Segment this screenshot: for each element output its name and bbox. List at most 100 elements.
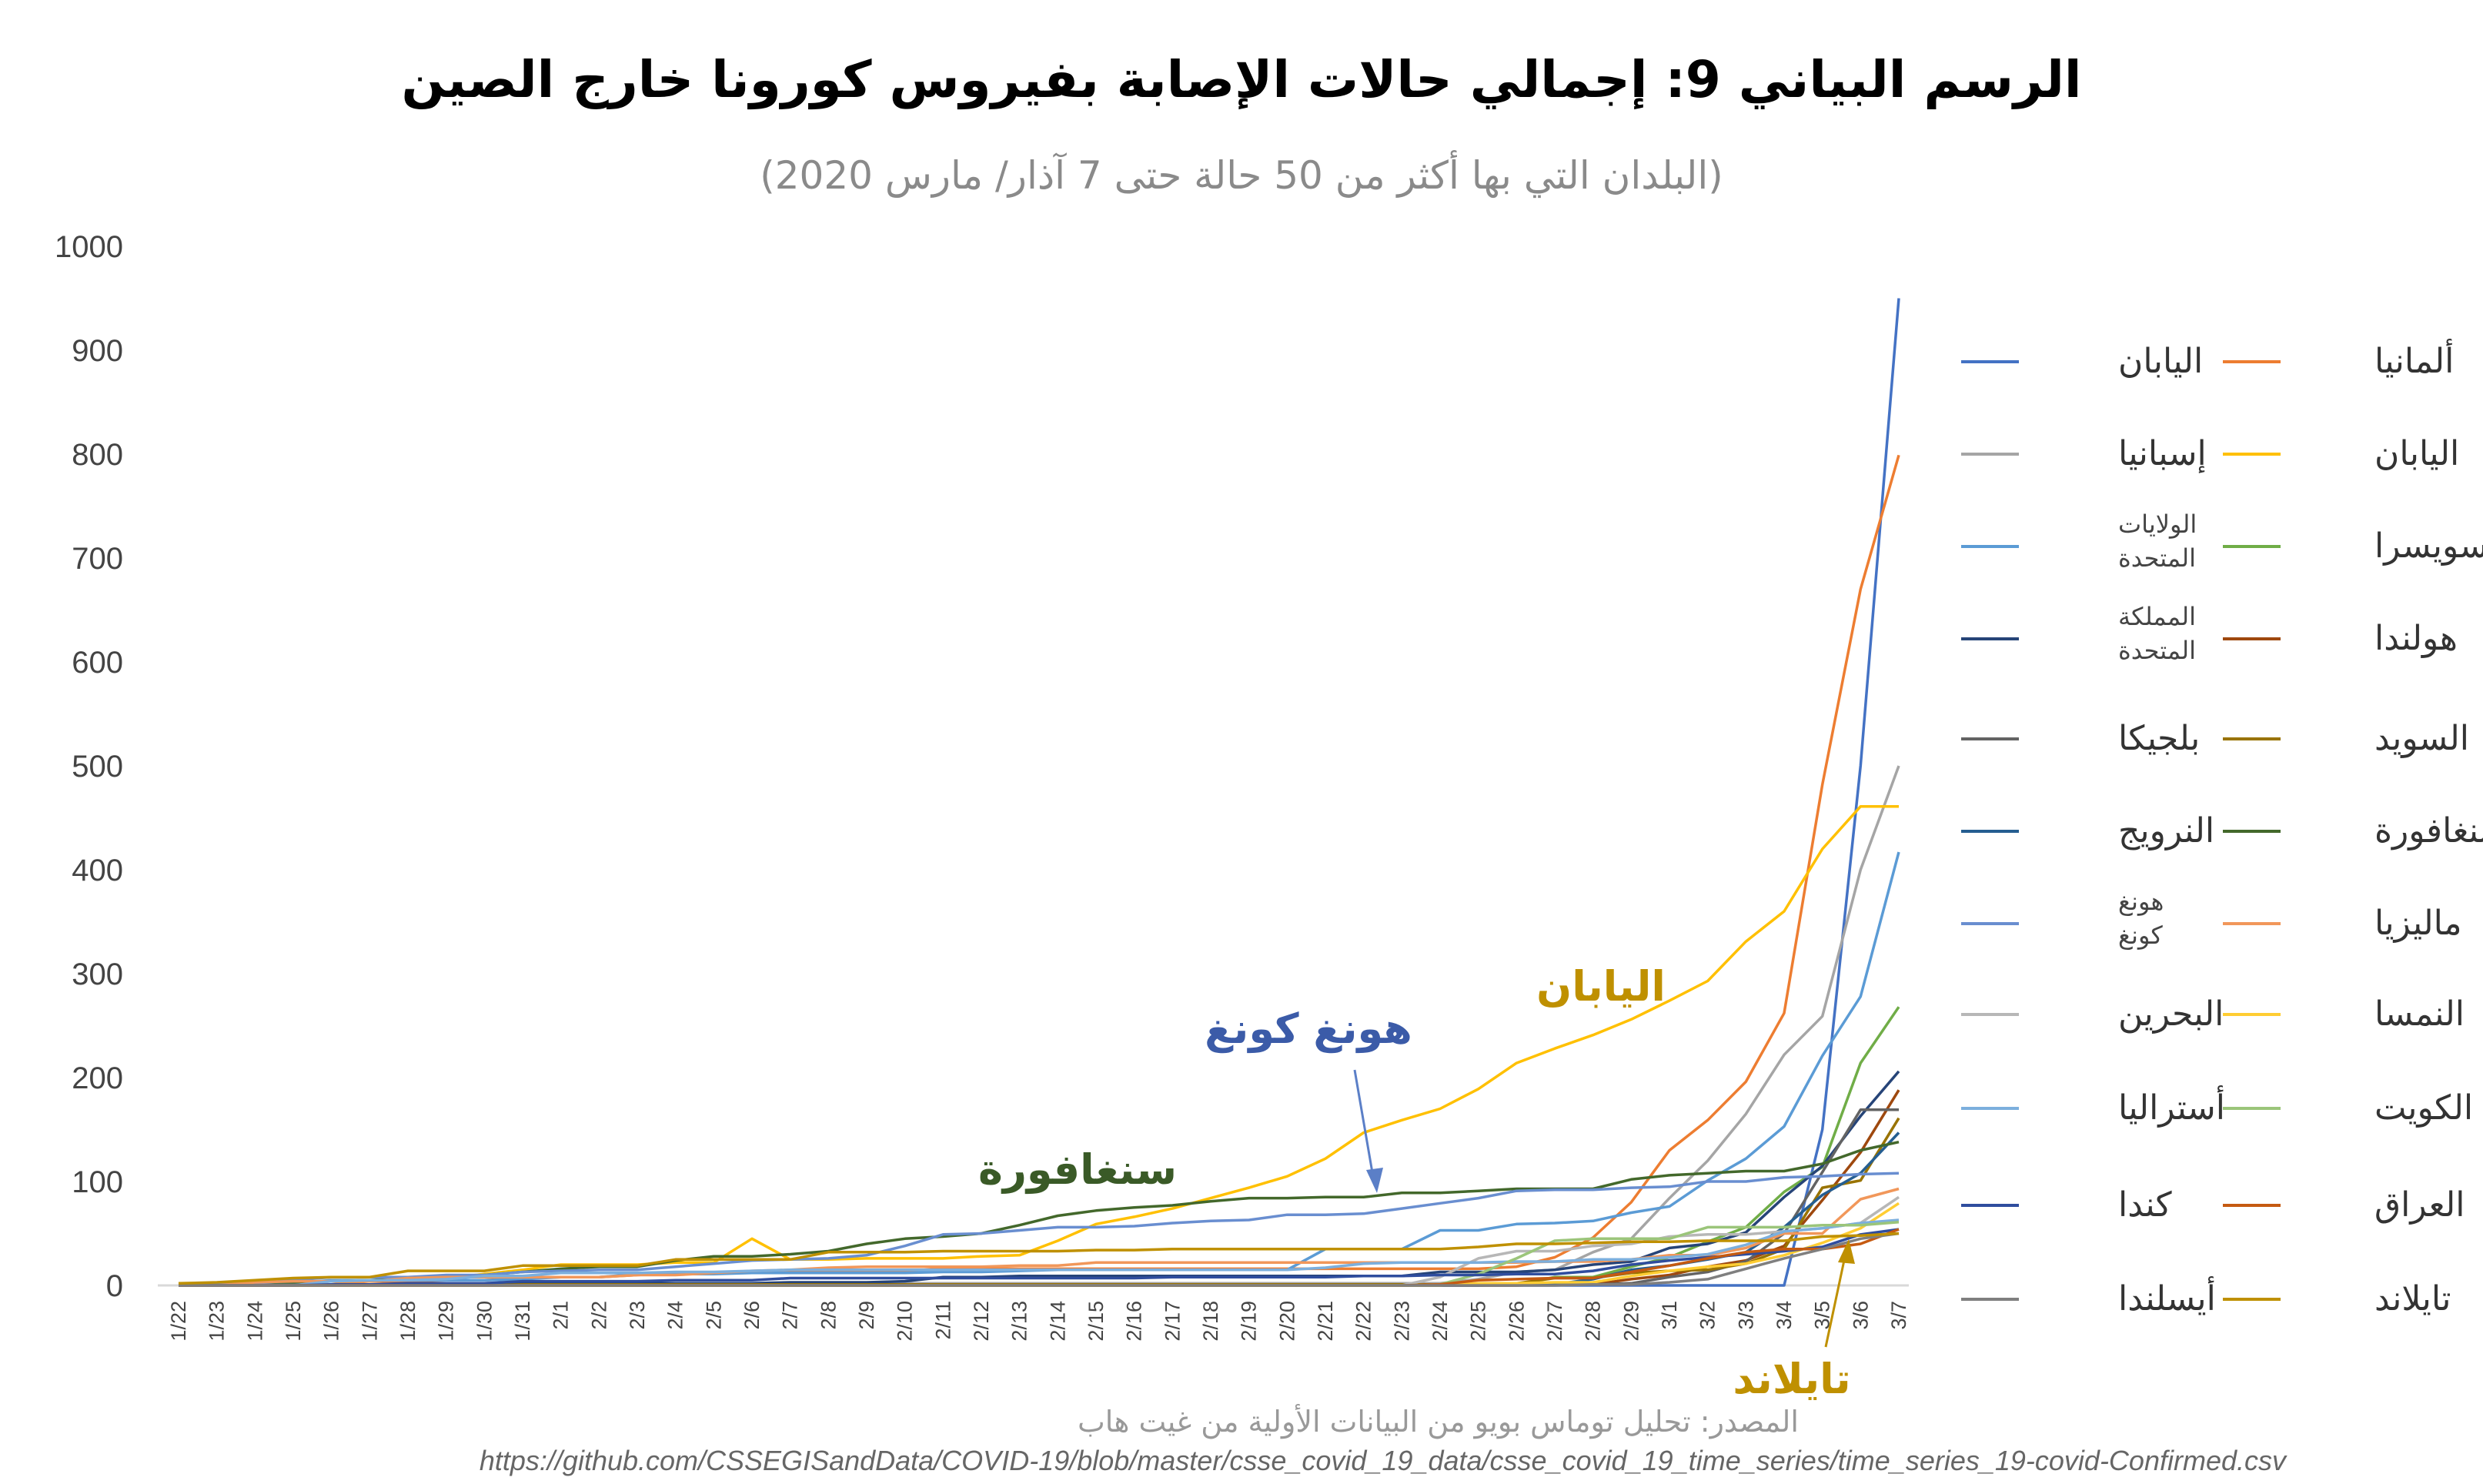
series-line-9: [179, 1117, 1900, 1287]
x-tick-label: 3/1: [1658, 1301, 1681, 1330]
legend-label: إسبانيا: [2118, 434, 2207, 473]
x-tick-label: 2/13: [1008, 1301, 1031, 1342]
x-tick-label: 2/20: [1275, 1301, 1298, 1342]
series-line-2: [179, 765, 1900, 1287]
x-tick-label: 2/29: [1619, 1301, 1643, 1342]
x-tick-label: 2/10: [894, 1301, 917, 1342]
x-tick-label: 1/22: [167, 1301, 190, 1342]
x-tick-label: 3/6: [1849, 1301, 1872, 1330]
x-tick-label: 3/3: [1734, 1301, 1757, 1330]
x-tick-label: 1/24: [243, 1301, 266, 1342]
legend-label: الكويت: [2374, 1088, 2473, 1128]
chart-subtitle: (البلدان التي بها أكثر من 50 حالة حتى 7 …: [760, 150, 1723, 199]
legend-label: العراق: [2374, 1185, 2465, 1225]
legend-label: بلجيكا: [2118, 719, 2200, 758]
legend-label: تايلاند: [2374, 1279, 2451, 1319]
x-tick-label: 2/18: [1199, 1301, 1222, 1342]
x-tick-label: 2/8: [817, 1301, 840, 1330]
y-tick-label: 400: [72, 854, 123, 887]
legend-label: ماليزيا: [2374, 904, 2462, 943]
y-tick-label: 0: [106, 1269, 123, 1303]
series-line-20: [179, 1232, 1900, 1287]
x-tick-label: 2/21: [1314, 1301, 1337, 1342]
x-axis: 1/22 1/23 1/24 1/25 1/26 1/27 1/28 1/29 1/30 1/31…: [167, 1301, 1910, 1342]
legend-label: أستراليا: [2118, 1085, 2225, 1128]
x-tick-label: 2/3: [626, 1301, 649, 1330]
x-tick-label: 2/1: [550, 1301, 573, 1330]
x-tick-label: 2/5: [702, 1301, 725, 1330]
series-line-18: [179, 1228, 1900, 1287]
x-tick-label: 2/25: [1467, 1301, 1490, 1342]
series-line-16: [179, 1218, 1900, 1287]
legend-label: هولندا: [2374, 619, 2458, 658]
y-tick-label: 1000: [55, 230, 123, 264]
x-tick-label: 1/23: [206, 1301, 229, 1342]
y-tick-label: 300: [72, 958, 123, 991]
source-note: المصدر: تحليل توماس بويو من البيانات الأ…: [1078, 1403, 1799, 1439]
annotation-singapore: سنغافورة: [978, 1145, 1177, 1194]
x-tick-label: 2/14: [1046, 1301, 1069, 1342]
legend-label: سويسرا: [2374, 526, 2483, 566]
x-tick-label: 2/6: [740, 1301, 764, 1330]
x-tick-label: 2/11: [931, 1301, 954, 1340]
x-tick-label: 1/28: [396, 1301, 419, 1342]
x-tick-label: 2/19: [1238, 1301, 1261, 1342]
legend-label: السويد: [2374, 719, 2469, 758]
annotation-japan: اليابان: [1536, 962, 1666, 1011]
y-tick-label: 800: [72, 438, 123, 472]
x-tick-label: 2/28: [1582, 1301, 1605, 1342]
legend-label: اليابان: [2374, 434, 2459, 473]
x-tick-label: 3/7: [1887, 1301, 1910, 1330]
y-tick-label: 100: [72, 1165, 123, 1199]
x-tick-label: 1/29: [435, 1301, 458, 1342]
x-tick-label: 2/24: [1429, 1301, 1452, 1342]
x-tick-label: 2/23: [1390, 1301, 1413, 1342]
plot-area: [178, 298, 1900, 1287]
annotation-hong-kong-arrow: [1353, 1069, 1375, 1182]
annotations: اليابان هونغ كونغ سنغافورة تايلاند: [978, 962, 1855, 1403]
annotation-thailand: تايلاند: [1733, 1355, 1850, 1403]
series-line-0: [179, 298, 1900, 1287]
legend-label: الولايات المتحدة: [2118, 510, 2197, 573]
legend-label: هونغ كونغ: [2118, 887, 2164, 950]
x-tick-label: 2/2: [587, 1301, 610, 1330]
legend-label: البحرين: [2118, 994, 2224, 1034]
legend-label: سنغافورة: [2374, 811, 2483, 851]
legend: اليابان ألمانيا إسبانيا اليابان الولايات المت…: [1961, 339, 2483, 1319]
x-tick-label: 2/16: [1123, 1301, 1146, 1342]
x-tick-label: 2/27: [1543, 1301, 1566, 1342]
x-tick-label: 2/9: [855, 1301, 878, 1330]
x-tick-label: 3/4: [1773, 1301, 1796, 1330]
legend-label: ألمانيا: [2374, 339, 2454, 381]
x-tick-label: 2/22: [1352, 1301, 1375, 1342]
source-url: https://github.com/CSSEGISandData/COVID-…: [480, 1445, 2288, 1476]
y-tick-label: 600: [72, 646, 123, 680]
legend-label: كندا: [2118, 1185, 2172, 1225]
legend-label: النمسا: [2374, 994, 2465, 1034]
annotation-thailand-arrow: [1824, 1252, 1847, 1348]
annotation-thailand-arrowhead: [1838, 1239, 1855, 1264]
series-line-12: [178, 1171, 1900, 1287]
x-tick-label: 1/27: [358, 1301, 381, 1342]
legend-label: النرويج: [2118, 811, 2214, 851]
x-tick-label: 2/12: [970, 1301, 993, 1342]
annotation-hong-kong: هونغ كونغ: [1205, 1004, 1412, 1053]
x-tick-label: 3/2: [1696, 1301, 1719, 1330]
x-tick-label: 1/30: [473, 1301, 496, 1342]
x-tick-label: 2/26: [1505, 1301, 1528, 1342]
legend-label: اليابان: [2118, 342, 2203, 381]
y-tick-label: 200: [72, 1061, 123, 1095]
x-tick-label: 2/15: [1084, 1301, 1108, 1342]
y-tick-label: 500: [72, 750, 123, 784]
y-tick-label: 900: [72, 334, 123, 368]
annotation-hong-kong-arrowhead: [1366, 1168, 1383, 1193]
x-tick-label: 2/7: [779, 1301, 802, 1330]
x-tick-label: 2/17: [1161, 1301, 1184, 1342]
y-tick-label: 700: [72, 542, 123, 576]
legend-label: المملكة المتحدة: [2118, 602, 2196, 665]
y-axis: 0 100 200 300 400 500 600 700 800 900 1000: [55, 230, 123, 1303]
x-tick-label: 1/25: [282, 1301, 305, 1342]
legend-label: أيسلندا: [2118, 1276, 2216, 1319]
x-tick-label: 1/31: [511, 1301, 534, 1342]
